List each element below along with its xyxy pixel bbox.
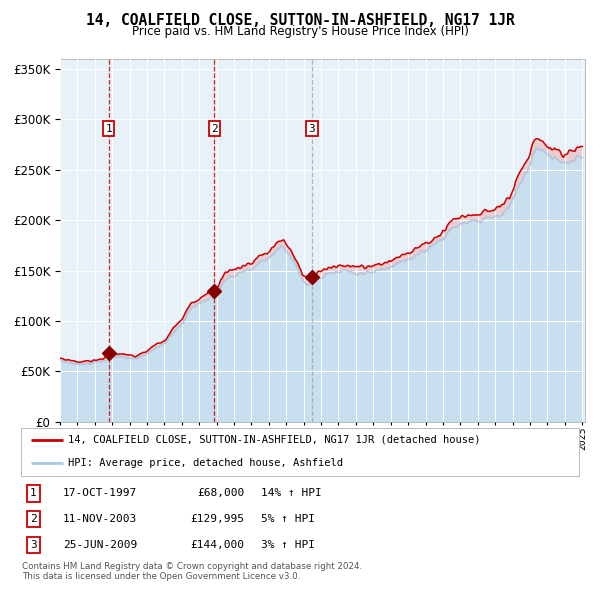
Text: Contains HM Land Registry data © Crown copyright and database right 2024.
This d: Contains HM Land Registry data © Crown c… [22,562,362,581]
Text: 5% ↑ HPI: 5% ↑ HPI [261,514,315,524]
Text: 3: 3 [30,540,37,550]
Text: Price paid vs. HM Land Registry's House Price Index (HPI): Price paid vs. HM Land Registry's House … [131,25,469,38]
Text: 14% ↑ HPI: 14% ↑ HPI [261,489,322,499]
Text: 14, COALFIELD CLOSE, SUTTON-IN-ASHFIELD, NG17 1JR (detached house): 14, COALFIELD CLOSE, SUTTON-IN-ASHFIELD,… [68,435,481,445]
Text: £144,000: £144,000 [190,540,244,550]
Text: £129,995: £129,995 [190,514,244,524]
Text: 1: 1 [30,489,37,499]
Text: 14, COALFIELD CLOSE, SUTTON-IN-ASHFIELD, NG17 1JR: 14, COALFIELD CLOSE, SUTTON-IN-ASHFIELD,… [86,13,514,28]
Text: £68,000: £68,000 [197,489,244,499]
Text: 11-NOV-2003: 11-NOV-2003 [63,514,137,524]
Text: 17-OCT-1997: 17-OCT-1997 [63,489,137,499]
Text: 2: 2 [211,123,218,133]
Text: 2: 2 [30,514,37,524]
Text: 1: 1 [105,123,112,133]
Text: 3% ↑ HPI: 3% ↑ HPI [261,540,315,550]
Text: 25-JUN-2009: 25-JUN-2009 [63,540,137,550]
Text: HPI: Average price, detached house, Ashfield: HPI: Average price, detached house, Ashf… [68,458,343,468]
Text: 3: 3 [308,123,316,133]
